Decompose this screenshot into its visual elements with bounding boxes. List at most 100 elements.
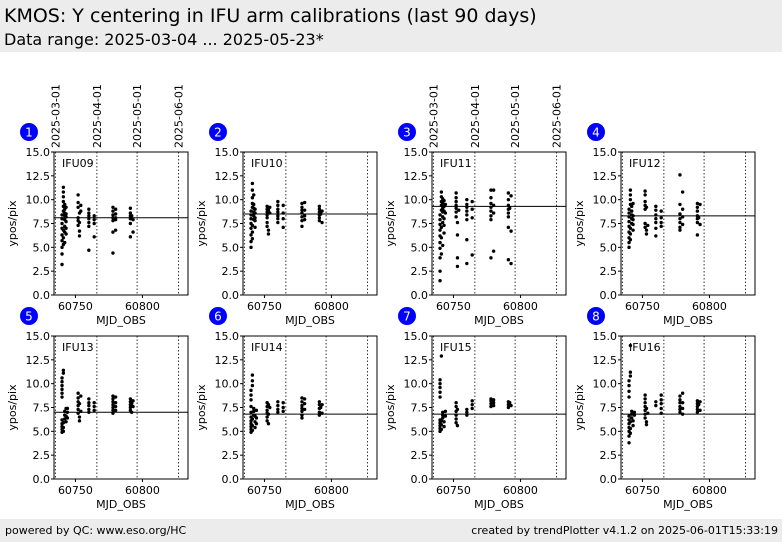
- data-point: [646, 223, 650, 228]
- data-point: [457, 208, 461, 212]
- data-point: [130, 401, 134, 406]
- data-point: [454, 417, 458, 421]
- panel-badge-number: 7: [403, 310, 411, 324]
- data-point: [61, 190, 66, 194]
- data-point: [454, 210, 458, 214]
- data-point: [506, 215, 511, 219]
- data-point: [465, 197, 469, 202]
- data-point: [465, 238, 469, 242]
- data-point: [630, 209, 634, 213]
- plot-frame: [53, 335, 189, 480]
- data-point: [87, 211, 91, 215]
- data-point: [630, 409, 634, 414]
- y-tick-label: 7.5: [411, 402, 429, 415]
- data-point: [92, 408, 96, 413]
- data-point: [470, 199, 474, 204]
- data-point: [509, 403, 513, 408]
- data-point: [489, 214, 493, 218]
- data-point: [654, 208, 658, 212]
- data-point: [60, 221, 64, 226]
- date-marker-label: 2025-06-01: [551, 84, 564, 148]
- footer-bar: powered by QC: www.eso.org/HC created by…: [0, 519, 782, 542]
- data-point: [113, 212, 118, 216]
- y-tick-label: 5.0: [33, 241, 51, 254]
- data-point: [87, 407, 91, 412]
- data-point: [76, 223, 80, 228]
- data-point: [111, 205, 115, 209]
- data-point: [87, 397, 91, 401]
- data-point: [680, 401, 685, 405]
- x-tick-label: 60750: [58, 484, 93, 497]
- y-tick-label: 2.5: [411, 265, 429, 278]
- data-point: [454, 404, 458, 409]
- data-point: [627, 219, 631, 224]
- x-axis-label: MJD_OBS: [285, 314, 335, 327]
- x-tick-label: 60800: [314, 484, 349, 497]
- data-point: [302, 200, 307, 205]
- data-point: [508, 206, 512, 210]
- data-point: [111, 397, 115, 401]
- data-point: [442, 231, 446, 235]
- y-tick-label: 7.5: [600, 402, 618, 415]
- data-point: [470, 216, 474, 220]
- data-point: [64, 215, 68, 219]
- y-tick-label: 0.0: [411, 473, 429, 486]
- plot-frame: [242, 151, 378, 296]
- data-point: [678, 202, 682, 207]
- y-axis-label: ypos/pix: [384, 200, 397, 247]
- y-tick-label: 2.5: [222, 449, 240, 462]
- data-point: [76, 411, 80, 415]
- data-point: [455, 220, 460, 225]
- y-tick-label: 12.5: [26, 354, 51, 367]
- data-point: [678, 410, 682, 414]
- data-point: [506, 191, 511, 195]
- data-point: [489, 209, 493, 213]
- data-point: [659, 393, 663, 397]
- data-point: [319, 405, 323, 410]
- panel-badge: [398, 307, 416, 325]
- date-marker-label: 2025-03-01: [427, 84, 440, 148]
- data-point: [265, 220, 269, 225]
- data-point: [628, 197, 633, 202]
- data-point: [250, 373, 255, 377]
- data-point: [268, 211, 272, 215]
- data-point: [632, 413, 637, 417]
- y-tick-label: 10.0: [404, 194, 429, 207]
- data-point: [300, 403, 304, 408]
- data-point: [265, 213, 269, 217]
- data-point: [254, 416, 259, 420]
- data-point: [627, 245, 631, 250]
- data-point: [439, 225, 444, 230]
- x-tick-label: 60800: [125, 300, 160, 313]
- data-point: [60, 238, 64, 243]
- data-point: [643, 225, 647, 230]
- data-point: [465, 205, 469, 209]
- data-point: [698, 408, 702, 413]
- data-point: [130, 410, 134, 414]
- data-point: [61, 236, 66, 240]
- data-point: [60, 383, 64, 388]
- data-point: [695, 410, 700, 414]
- data-point: [317, 216, 322, 220]
- page-title: KMOS: Y centering in IFU arm calibration…: [4, 5, 537, 27]
- x-tick-label: 60750: [436, 484, 471, 497]
- x-axis-label: MJD_OBS: [96, 314, 146, 327]
- data-point: [250, 223, 255, 228]
- data-point: [491, 249, 496, 253]
- plot-frame: [242, 335, 378, 480]
- data-point: [678, 212, 682, 216]
- data-point: [281, 225, 285, 230]
- data-point: [265, 216, 269, 220]
- panel-badge-number: 6: [214, 310, 222, 324]
- data-point: [60, 391, 64, 395]
- data-point: [644, 420, 649, 424]
- data-point: [249, 239, 253, 244]
- data-point: [695, 399, 700, 403]
- y-tick-label: 5.0: [33, 425, 51, 438]
- data-point: [454, 196, 458, 200]
- y-tick-label: 15.0: [404, 146, 429, 159]
- x-tick-label: 60800: [125, 484, 160, 497]
- data-point: [628, 431, 633, 435]
- y-tick-label: 5.0: [600, 241, 618, 254]
- data-point: [250, 230, 255, 234]
